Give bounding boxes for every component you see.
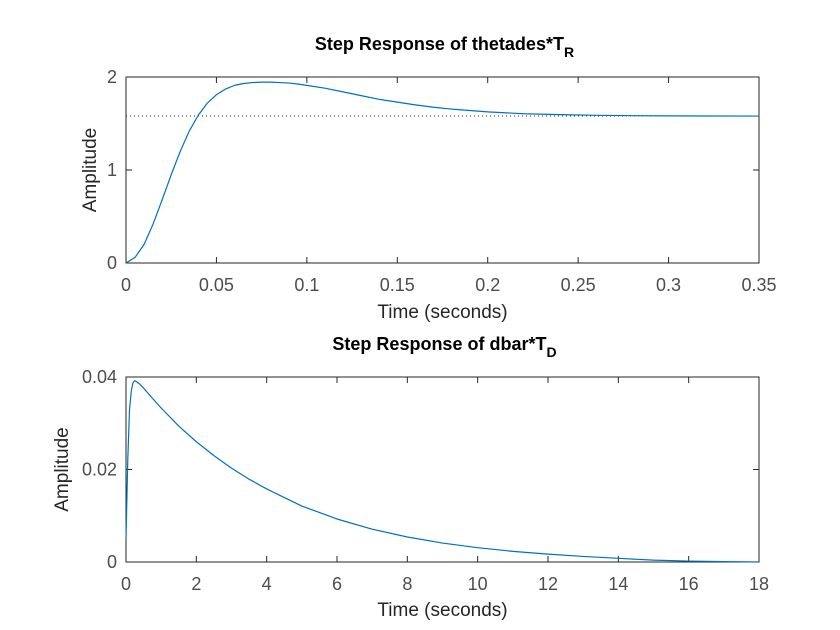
x-tick-label: 0.1	[294, 275, 319, 295]
chart-title-text: Step Response of dbar*T	[332, 334, 546, 354]
x-tick-label: 0.15	[380, 275, 415, 295]
y-tick-label: 1	[107, 160, 117, 180]
y-tick-label: 0.02	[82, 460, 117, 480]
x-axis-label: Time (seconds)	[377, 302, 507, 323]
x-tick-label: 14	[608, 574, 628, 594]
step-response-curve	[125, 81, 760, 264]
x-tick-label: 16	[679, 574, 699, 594]
step-response-curve	[125, 380, 760, 563]
x-tick-label: 10	[468, 574, 488, 594]
y-axis-label: Amplitude	[52, 427, 73, 512]
y-tick-label: 0	[107, 552, 117, 572]
axes-box	[125, 76, 760, 264]
step-response-thetades-chart: 0 0.05 0.1 0.15 0.2 0.25 0.3 0.35 0 1 2 Step Respon…	[80, 34, 777, 323]
x-tick-label: 4	[262, 574, 272, 594]
chart-title-text: Step Response of thetades*T	[315, 34, 564, 54]
x-axis-label: Time (seconds)	[377, 600, 507, 621]
x-tick-label: 12	[538, 574, 558, 594]
axes-box	[125, 376, 760, 563]
y-axis-label: Amplitude	[80, 128, 101, 213]
x-tick-label: 0.25	[561, 275, 596, 295]
x-tick-label: 8	[402, 574, 412, 594]
x-tick-label: 0.2	[475, 275, 500, 295]
chart-title: Step Response of dbar*TD	[332, 334, 556, 360]
chart-title-subscript: D	[546, 344, 556, 360]
x-tick-label: 0.05	[199, 275, 234, 295]
x-tick-label: 0.3	[656, 275, 681, 295]
x-tick-label: 6	[332, 574, 342, 594]
chart-title-subscript: R	[564, 44, 574, 60]
x-tick-label: 2	[191, 574, 201, 594]
x-tick-label: 0	[121, 574, 131, 594]
chart-title: Step Response of thetades*TR	[315, 34, 574, 60]
x-tick-label: 0.35	[741, 275, 776, 295]
step-response-dbar-chart: 0 2 4 6 8 10 12 14 16 18 0 0.02 0.04 Step Response of…	[52, 334, 769, 621]
y-tick-label: 0	[107, 253, 117, 273]
x-tick-label: 18	[749, 574, 769, 594]
y-tick-label: 0.04	[82, 367, 117, 387]
x-tick-label: 0	[121, 275, 131, 295]
y-tick-label: 2	[107, 67, 117, 87]
